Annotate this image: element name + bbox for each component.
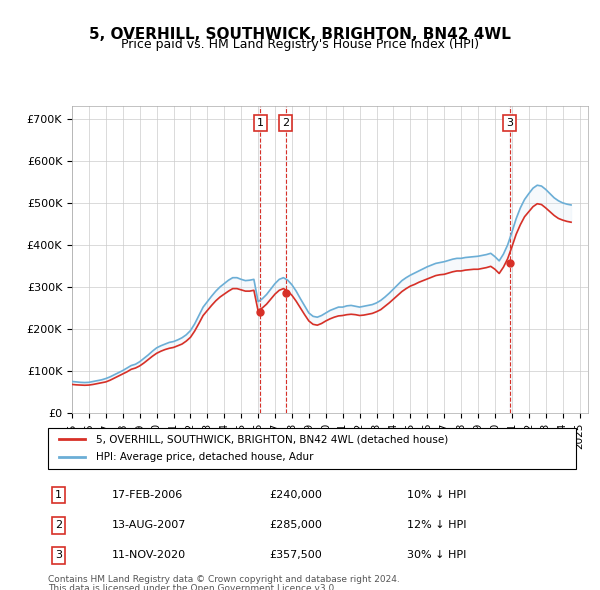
Text: 3: 3 (506, 118, 513, 128)
Text: 2: 2 (55, 520, 62, 530)
Text: £240,000: £240,000 (270, 490, 323, 500)
Text: 3: 3 (55, 550, 62, 560)
Text: Contains HM Land Registry data © Crown copyright and database right 2024.: Contains HM Land Registry data © Crown c… (48, 575, 400, 584)
Text: £357,500: £357,500 (270, 550, 323, 560)
Text: HPI: Average price, detached house, Adur: HPI: Average price, detached house, Adur (95, 453, 313, 463)
Bar (259, 106, 261, 413)
Text: Price paid vs. HM Land Registry's House Price Index (HPI): Price paid vs. HM Land Registry's House … (121, 38, 479, 51)
Text: 5, OVERHILL, SOUTHWICK, BRIGHTON, BN42 4WL: 5, OVERHILL, SOUTHWICK, BRIGHTON, BN42 4… (89, 27, 511, 41)
Text: This data is licensed under the Open Government Licence v3.0.: This data is licensed under the Open Gov… (48, 584, 337, 590)
FancyBboxPatch shape (48, 428, 576, 469)
Bar (509, 106, 511, 413)
Text: 12% ↓ HPI: 12% ↓ HPI (407, 520, 467, 530)
Text: 11-NOV-2020: 11-NOV-2020 (112, 550, 185, 560)
Text: 10% ↓ HPI: 10% ↓ HPI (407, 490, 466, 500)
Text: 30% ↓ HPI: 30% ↓ HPI (407, 550, 466, 560)
Text: 2: 2 (282, 118, 289, 128)
Bar (284, 106, 286, 413)
Text: 17-FEB-2006: 17-FEB-2006 (112, 490, 182, 500)
Text: £285,000: £285,000 (270, 520, 323, 530)
Text: 13-AUG-2007: 13-AUG-2007 (112, 520, 186, 530)
Text: 1: 1 (55, 490, 62, 500)
Text: 1: 1 (257, 118, 264, 128)
Text: 5, OVERHILL, SOUTHWICK, BRIGHTON, BN42 4WL (detached house): 5, OVERHILL, SOUTHWICK, BRIGHTON, BN42 4… (95, 434, 448, 444)
